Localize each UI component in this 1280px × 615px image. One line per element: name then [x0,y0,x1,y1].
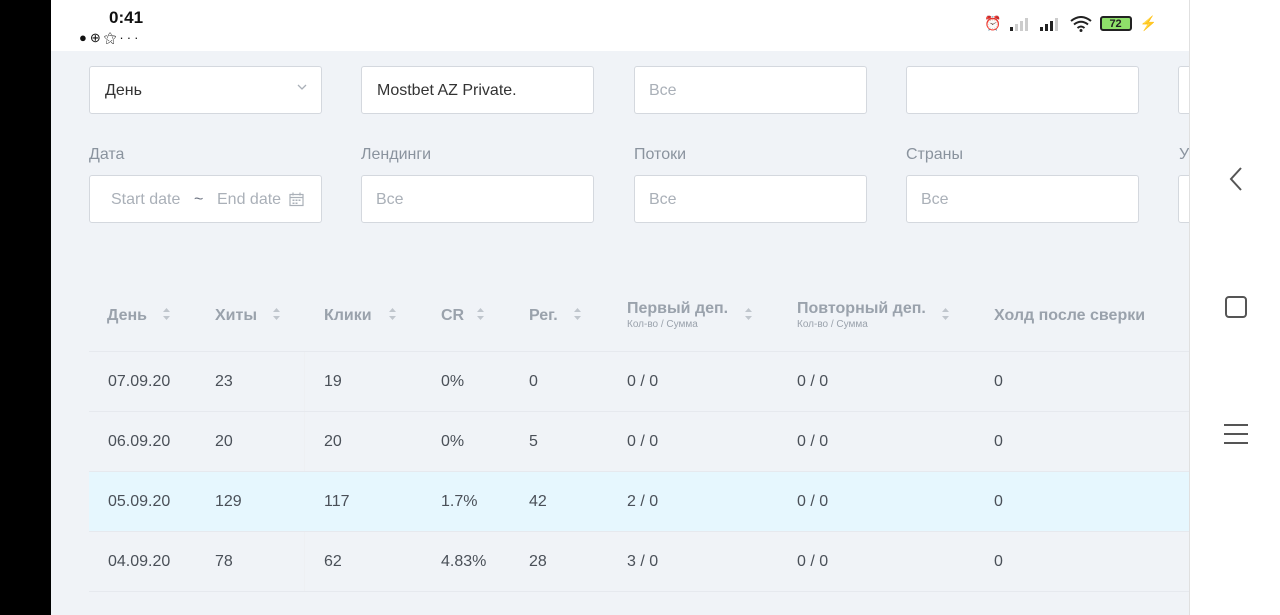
flows-select[interactable]: Все [634,175,867,223]
offer-value: Mostbet AZ Private. [377,82,517,99]
signal-icon [1039,17,1058,31]
cell-day: 05.09.20 [108,493,171,510]
countries-select[interactable]: Все [906,175,1139,223]
cell-hits: 78 [215,553,233,570]
cell-reg: 5 [529,433,538,450]
system-navigation [1189,0,1280,615]
third-filter-select[interactable]: Все [634,66,867,114]
fourth-filter-input[interactable] [906,66,1139,114]
recent-apps-icon [1225,296,1247,318]
cell-cr: 0% [441,373,465,390]
table-row[interactable]: 06.09.20 20 20 0% 5 0 / 0 0 / 0 0 [89,411,1189,472]
column-divider [304,352,305,412]
group-by-value: День [105,82,142,99]
cell-first-deposit: 2 / 0 [627,493,659,510]
cell-repeat-deposit: 0 / 0 [797,373,829,390]
recent-apps-button[interactable] [1220,291,1252,323]
menu-icon [1224,424,1248,444]
offer-select[interactable]: Mostbet AZ Private. [361,66,594,114]
status-bar: 0:41 ●⊕⚝··· ⏰ 72 ⚡ [51,0,1189,51]
signal-icon [1009,17,1028,31]
cell-cr: 0% [441,433,465,450]
cell-hits: 129 [215,493,242,510]
landings-placeholder: Все [376,191,404,208]
chevron-down-icon [297,84,307,90]
cell-reg: 0 [529,373,538,390]
flows-label: Потоки [634,146,687,163]
date-label: Дата [89,146,125,163]
bell-icon: ⚝ [103,30,120,45]
table-row[interactable]: 05.09.20 129 117 1.7% 42 2 / 0 0 / 0 0 [89,471,1189,532]
column-divider [304,532,305,592]
countries-label: Страны [906,146,964,163]
column-divider [304,412,305,472]
cell-hits: 23 [215,373,233,390]
battery-icon: 72 [1099,16,1132,31]
landings-label: Лендинги [361,146,432,163]
notification-icons: ●⊕⚝··· [79,30,141,46]
cell-reg: 28 [529,553,547,570]
plus-circle-icon: ⊕ [89,30,104,45]
sort-icon [942,308,949,320]
back-button[interactable] [1220,163,1252,195]
end-date-placeholder: End date [217,191,282,208]
more-dots-icon: ··· [119,30,142,45]
sort-icon [745,308,752,320]
screen-edge [0,0,51,615]
alarm-icon: ⏰ [984,15,1002,31]
table-row[interactable] [89,591,1189,615]
cell-repeat-deposit: 0 / 0 [797,433,829,450]
cell-day: 06.09.20 [108,433,171,450]
table-row[interactable]: 07.09.20 23 19 0% 0 0 / 0 0 / 0 0 [89,351,1189,412]
calendar-icon [289,192,304,207]
flows-placeholder: Все [649,191,677,208]
statistics-page: День Mostbet AZ Private. Все Дата Лендин… [51,51,1189,615]
cell-first-deposit: 0 / 0 [627,433,659,450]
cell-cr: 4.83% [441,553,487,570]
status-time: 0:41 [109,8,144,27]
charging-icon: ⚡ [1139,15,1157,31]
cell-first-deposit: 3 / 0 [627,553,659,570]
landings-select[interactable]: Все [361,175,594,223]
fifth-filter-select[interactable] [1178,66,1189,114]
sort-icon [389,308,396,320]
sort-icon [477,308,484,320]
start-date-placeholder: Start date [111,191,181,208]
partial-label: У [1179,146,1189,163]
cell-clicks: 20 [324,433,342,450]
cell-repeat-deposit: 0 / 0 [797,493,829,510]
cell-repeat-deposit: 0 / 0 [797,553,829,570]
cell-hold: 0 [994,553,1003,570]
countries-placeholder: Все [921,191,949,208]
cell-hold: 0 [994,493,1003,510]
sort-icon [273,308,280,320]
cell-clicks: 19 [324,373,342,390]
cell-clicks: 117 [324,493,350,510]
menu-button[interactable] [1220,418,1252,450]
sixth-filter-select[interactable] [1178,175,1189,223]
date-separator: ~ [194,191,204,208]
message-icon: ● [79,30,90,45]
group-by-select[interactable]: День [89,66,322,114]
cell-hits: 20 [215,433,233,450]
wifi-icon [1069,15,1092,32]
cell-first-deposit: 0 / 0 [627,373,659,390]
sort-icon [163,308,170,320]
cell-day: 04.09.20 [108,553,171,570]
cell-day: 07.09.20 [108,373,171,390]
date-range-picker[interactable]: Start date ~ End date [89,175,322,223]
back-chevron-icon [1229,167,1242,191]
cell-reg: 42 [529,493,547,510]
cell-hold: 0 [994,433,1003,450]
cell-hold: 0 [994,373,1003,390]
sort-icon [574,308,581,320]
system-icons: ⏰ 72 ⚡ [984,15,1157,32]
third-filter-placeholder: Все [649,82,677,99]
column-divider [304,472,305,532]
cell-clicks: 62 [324,553,342,570]
table-row[interactable]: 04.09.20 78 62 4.83% 28 3 / 0 0 / 0 0 [89,531,1189,592]
cell-cr: 1.7% [441,493,478,510]
